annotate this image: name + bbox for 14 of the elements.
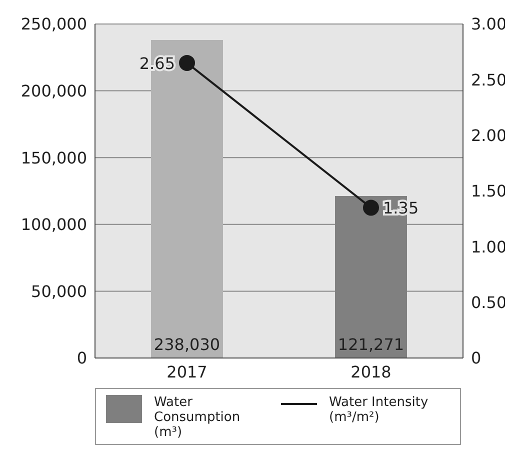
x-tick-label: 2018 — [350, 362, 392, 382]
y-tick-label: 200,000 — [20, 81, 87, 100]
legend-label: Water Consumption (m³) — [154, 395, 242, 440]
data-label: 238,030 — [154, 335, 220, 354]
y-tick-label: 100,000 — [20, 215, 87, 234]
y-tick-label: 150,000 — [20, 148, 87, 168]
x-tick-label: 2017 — [166, 362, 208, 382]
data-label: 121,271 — [338, 335, 404, 354]
legend-label: Water Intensity (m³/m²) — [329, 395, 430, 425]
y-tick-label: 50,000 — [31, 282, 87, 301]
y-tick-label: 0 — [76, 348, 87, 368]
data-label: 2.65 — [139, 54, 175, 73]
y-tick-label: 250,000 — [20, 14, 87, 34]
y2-tick-label: 0 — [471, 348, 482, 368]
